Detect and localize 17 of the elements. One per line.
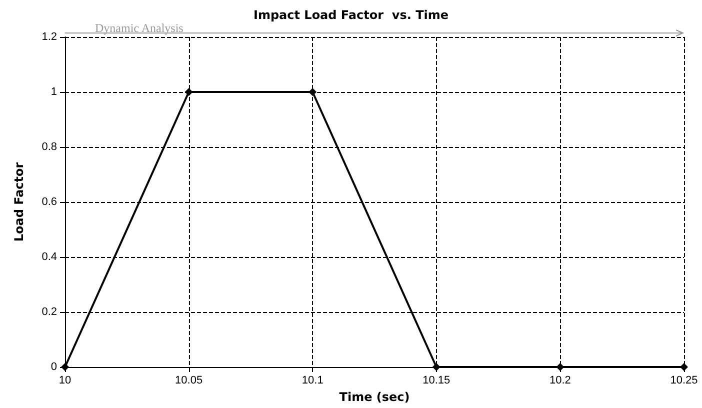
y-tick-label: 1 [50,86,57,98]
y-tick-label: 0.4 [42,251,57,263]
x-tick-label: 10.05 [175,374,203,386]
text: Dynamic Analysis [95,21,184,36]
x-tick-label: 10.25 [670,374,698,386]
y-axis-title: Load Factor [12,162,26,242]
x-tick-label: 10.2 [549,374,571,386]
chart-title: Impact Load Factor vs. Time [253,8,449,22]
y-tick-label: 0 [50,361,57,373]
y-tick-label: 1.2 [42,31,57,43]
x-axis-title: Time (sec) [339,390,410,404]
x-tick-label: 10 [58,374,72,386]
y-tick-label: 0.8 [42,141,57,153]
x-tick-label: 10.1 [302,374,324,386]
y-tick-label: 0.6 [42,196,57,208]
y-tick-label: 0.2 [42,306,57,318]
x-tick-label: 10.15 [422,374,450,386]
